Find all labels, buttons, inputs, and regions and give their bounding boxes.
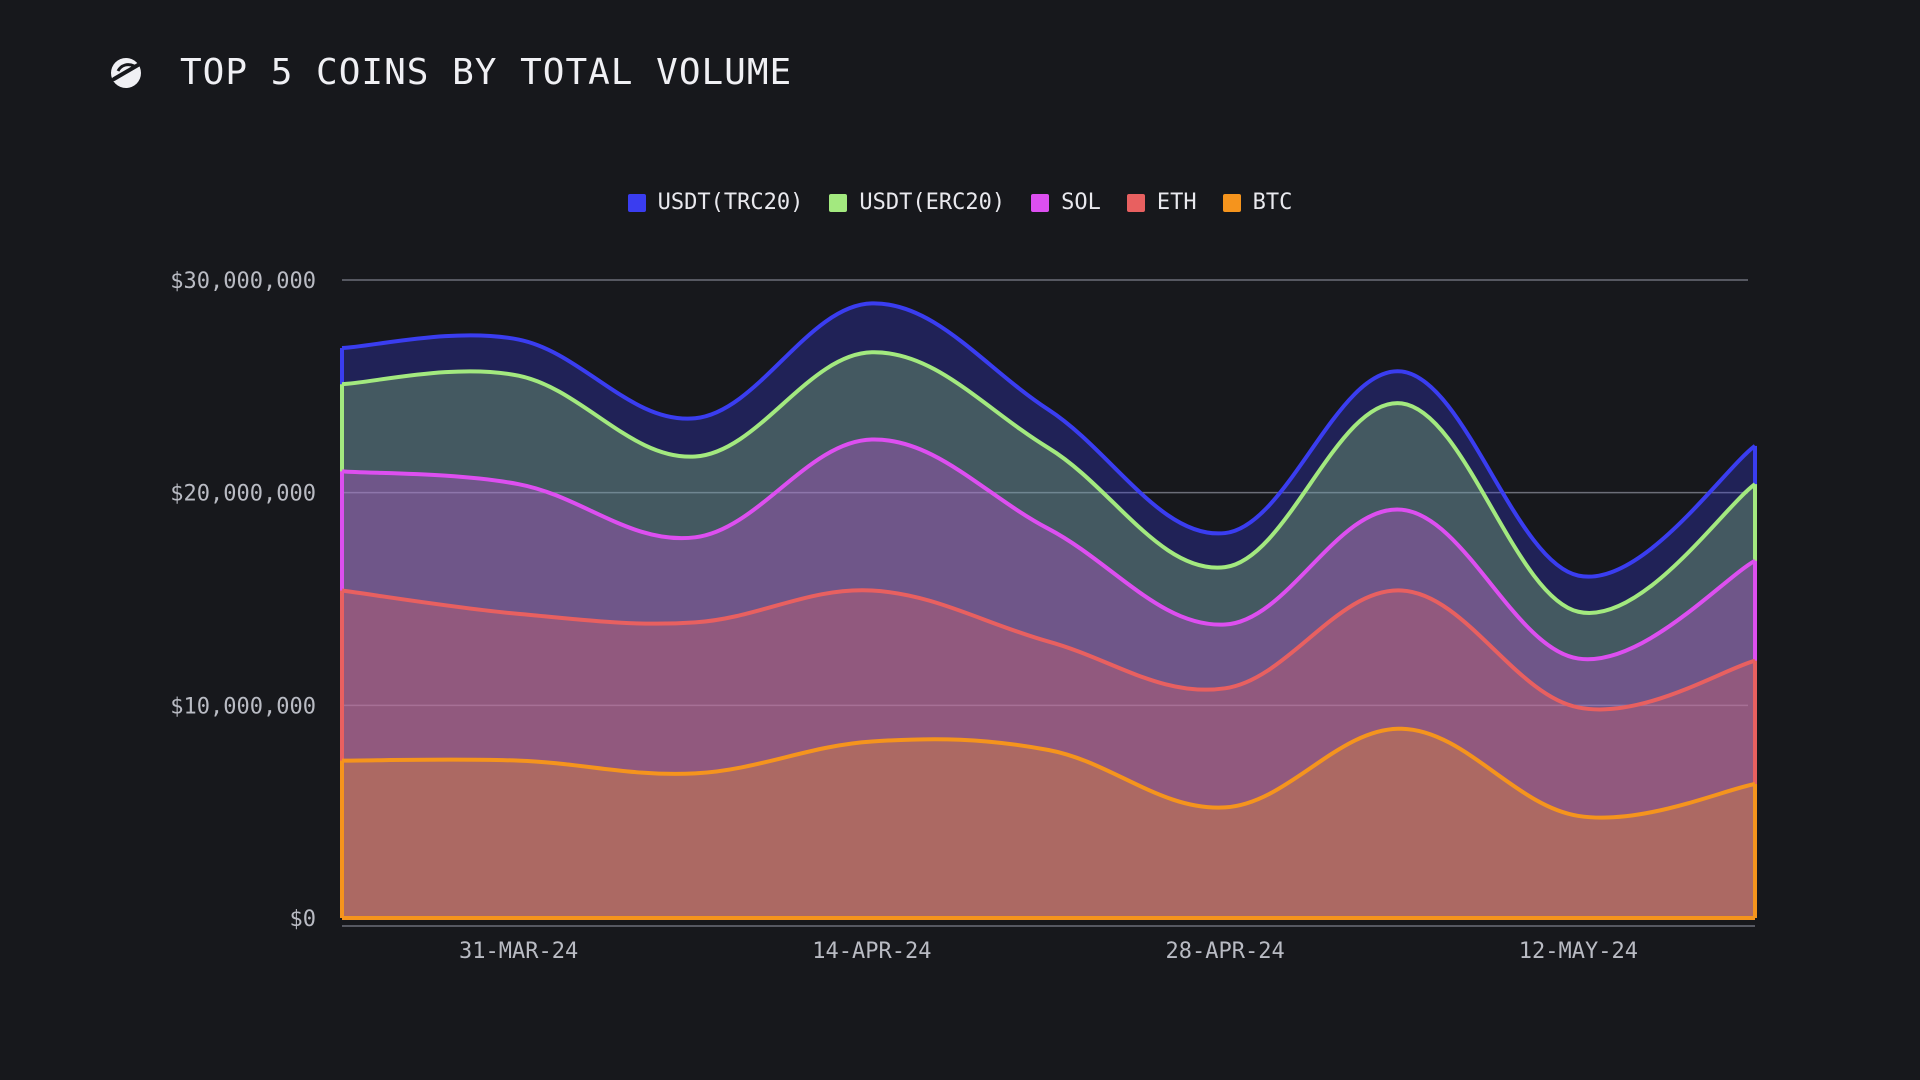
area-fill-btc (342, 728, 1755, 918)
area-fill-eth (342, 590, 1755, 918)
legend-item[interactable]: BTC (1222, 190, 1293, 215)
series-line-btc[interactable] (341, 726, 1756, 820)
x-tick-label: 12-MAY-24 (1519, 939, 1638, 964)
legend-item[interactable]: SOL (1031, 190, 1101, 215)
series-line-sol[interactable] (341, 437, 1756, 662)
legend-swatch (1222, 193, 1241, 212)
y-tick-label: $10,000,000 (170, 694, 316, 719)
legend-label: USDT(TRC20) (657, 190, 804, 215)
legend-label: BTC (1252, 190, 1293, 215)
x-tick-label: 31-MAR-24 (459, 939, 578, 964)
legend-label: ETH (1156, 190, 1197, 215)
area-fill-usdterc20 (342, 352, 1755, 919)
chart-title: TOP 5 COINS BY TOTAL VOLUME (180, 52, 793, 93)
legend-label: USDT(ERC20) (859, 190, 1006, 215)
legend-item[interactable]: USDT(TRC20) (627, 190, 804, 215)
legend-label: SOL (1061, 190, 1101, 215)
x-tick-label: 14-APR-24 (812, 939, 931, 964)
area-fill-sol (342, 439, 1755, 918)
series-line-usdterc20[interactable] (341, 350, 1757, 615)
legend-swatch (1126, 193, 1145, 212)
chart-legend: USDT(TRC20) USDT(ERC20) SOL ETH BTC (0, 190, 1920, 215)
legend-swatch (1031, 193, 1050, 212)
legend-swatch (627, 193, 646, 212)
slash-circle-logo-icon (111, 57, 141, 88)
chart-header: TOP 5 COINS BY TOTAL VOLUME (108, 52, 792, 93)
series-line-eth[interactable] (341, 588, 1756, 712)
series-line-usdttrc20[interactable] (341, 301, 1757, 579)
legend-item[interactable]: ETH (1126, 190, 1197, 215)
x-tick-label: 28-APR-24 (1166, 939, 1285, 964)
legend-swatch (829, 193, 848, 212)
y-tick-label: $0 (290, 907, 317, 932)
legend-item[interactable]: USDT(ERC20) (829, 190, 1005, 215)
y-tick-label: $20,000,000 (170, 482, 316, 507)
y-tick-label: $30,000,000 (170, 269, 316, 294)
